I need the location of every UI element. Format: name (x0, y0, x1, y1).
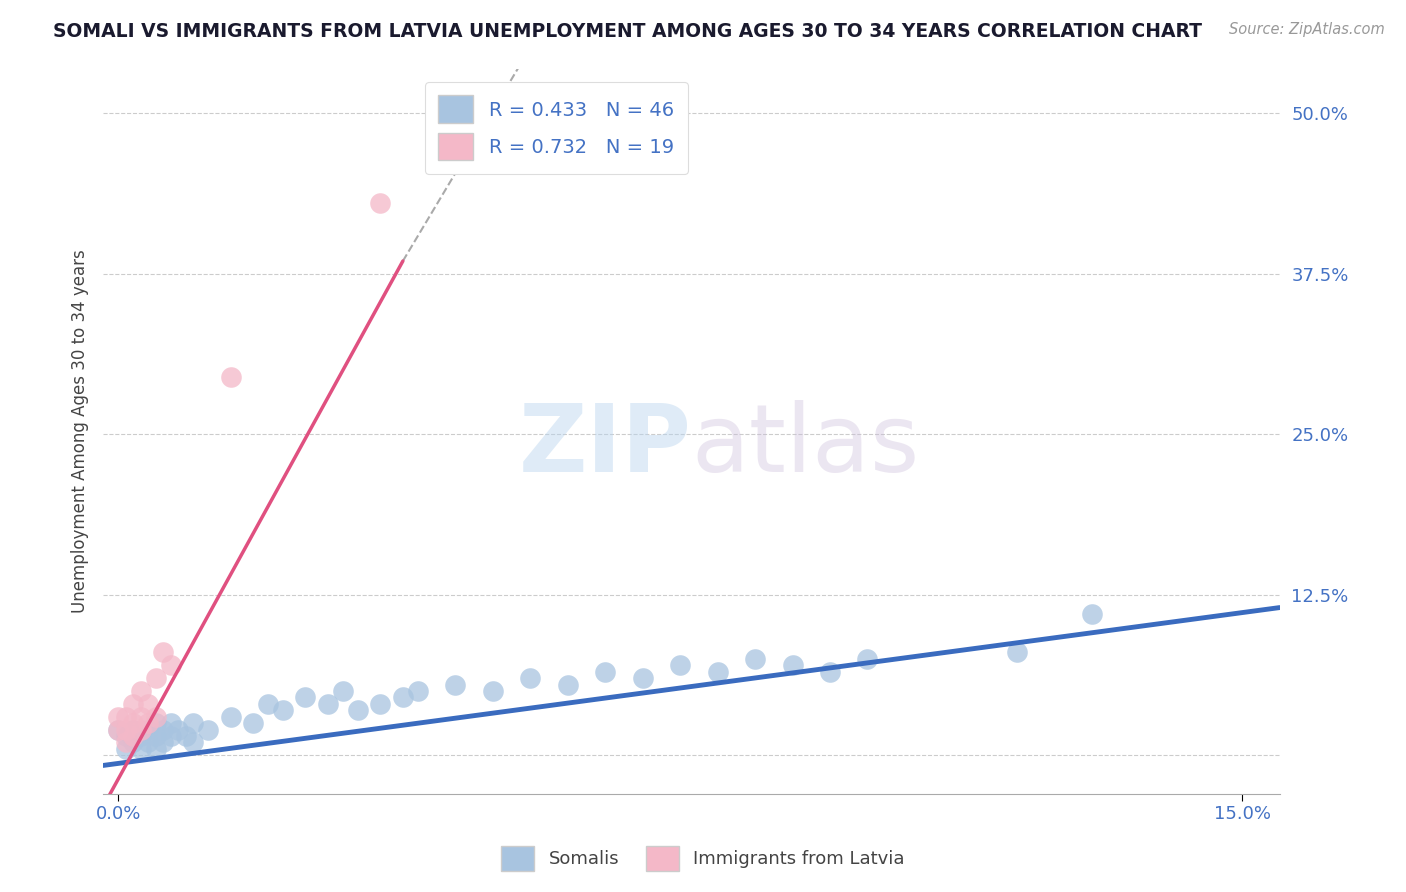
Legend: R = 0.433   N = 46, R = 0.732   N = 19: R = 0.433 N = 46, R = 0.732 N = 19 (425, 82, 688, 174)
Point (114, 723, 136, 737)
Point (129, 684, 152, 698)
Point (347, 703, 370, 717)
Point (242, 716, 264, 731)
Point (181, 735, 204, 749)
Point (129, 741, 152, 756)
Point (114, 741, 136, 756)
Text: Source: ZipAtlas.com: Source: ZipAtlas.com (1229, 22, 1385, 37)
Point (219, 709, 242, 723)
Legend: Somalis, Immigrants from Latvia: Somalis, Immigrants from Latvia (495, 838, 911, 879)
Text: SOMALI VS IMMIGRANTS FROM LATVIA UNEMPLOYMENT AMONG AGES 30 TO 34 YEARS CORRELAT: SOMALI VS IMMIGRANTS FROM LATVIA UNEMPLO… (53, 22, 1202, 41)
Point (370, 697, 392, 711)
Point (129, 709, 152, 723)
Point (122, 735, 145, 749)
Point (406, 684, 429, 698)
Y-axis label: Unemployment Among Ages 30 to 34 years: Unemployment Among Ages 30 to 34 years (72, 249, 89, 613)
Point (145, 716, 167, 731)
Point (114, 729, 136, 743)
Point (631, 671, 654, 685)
Point (219, 369, 242, 384)
Point (392, 690, 415, 705)
Point (818, 665, 841, 679)
Point (159, 729, 181, 743)
Point (593, 665, 616, 679)
Point (145, 709, 167, 723)
Text: ZIP: ZIP (519, 400, 692, 491)
Point (129, 723, 152, 737)
Point (136, 716, 159, 731)
Point (782, 658, 804, 673)
Point (145, 741, 167, 756)
Point (669, 658, 692, 673)
Point (122, 716, 145, 731)
Point (519, 671, 541, 685)
Point (129, 729, 152, 743)
Point (181, 716, 204, 731)
Point (152, 723, 174, 737)
Point (1081, 607, 1104, 621)
Point (145, 671, 167, 685)
Point (114, 709, 136, 723)
Point (114, 735, 136, 749)
Point (257, 697, 280, 711)
Point (136, 723, 159, 737)
Point (1007, 645, 1029, 659)
Point (159, 716, 181, 731)
Point (744, 652, 766, 666)
Point (107, 709, 129, 723)
Point (122, 729, 145, 743)
Point (444, 677, 467, 691)
Point (370, 196, 392, 211)
Point (122, 723, 145, 737)
Text: atlas: atlas (692, 400, 920, 491)
Point (145, 729, 167, 743)
Point (706, 665, 728, 679)
Point (122, 697, 145, 711)
Point (152, 735, 174, 749)
Point (332, 684, 354, 698)
Point (856, 652, 879, 666)
Point (557, 677, 579, 691)
Point (197, 723, 219, 737)
Point (136, 697, 159, 711)
Point (107, 723, 129, 737)
Point (316, 697, 339, 711)
Point (136, 735, 159, 749)
Point (159, 658, 181, 673)
Point (152, 645, 174, 659)
Point (481, 684, 503, 698)
Point (294, 690, 316, 705)
Point (167, 723, 190, 737)
Point (174, 729, 197, 743)
Point (107, 723, 129, 737)
Point (271, 703, 294, 717)
